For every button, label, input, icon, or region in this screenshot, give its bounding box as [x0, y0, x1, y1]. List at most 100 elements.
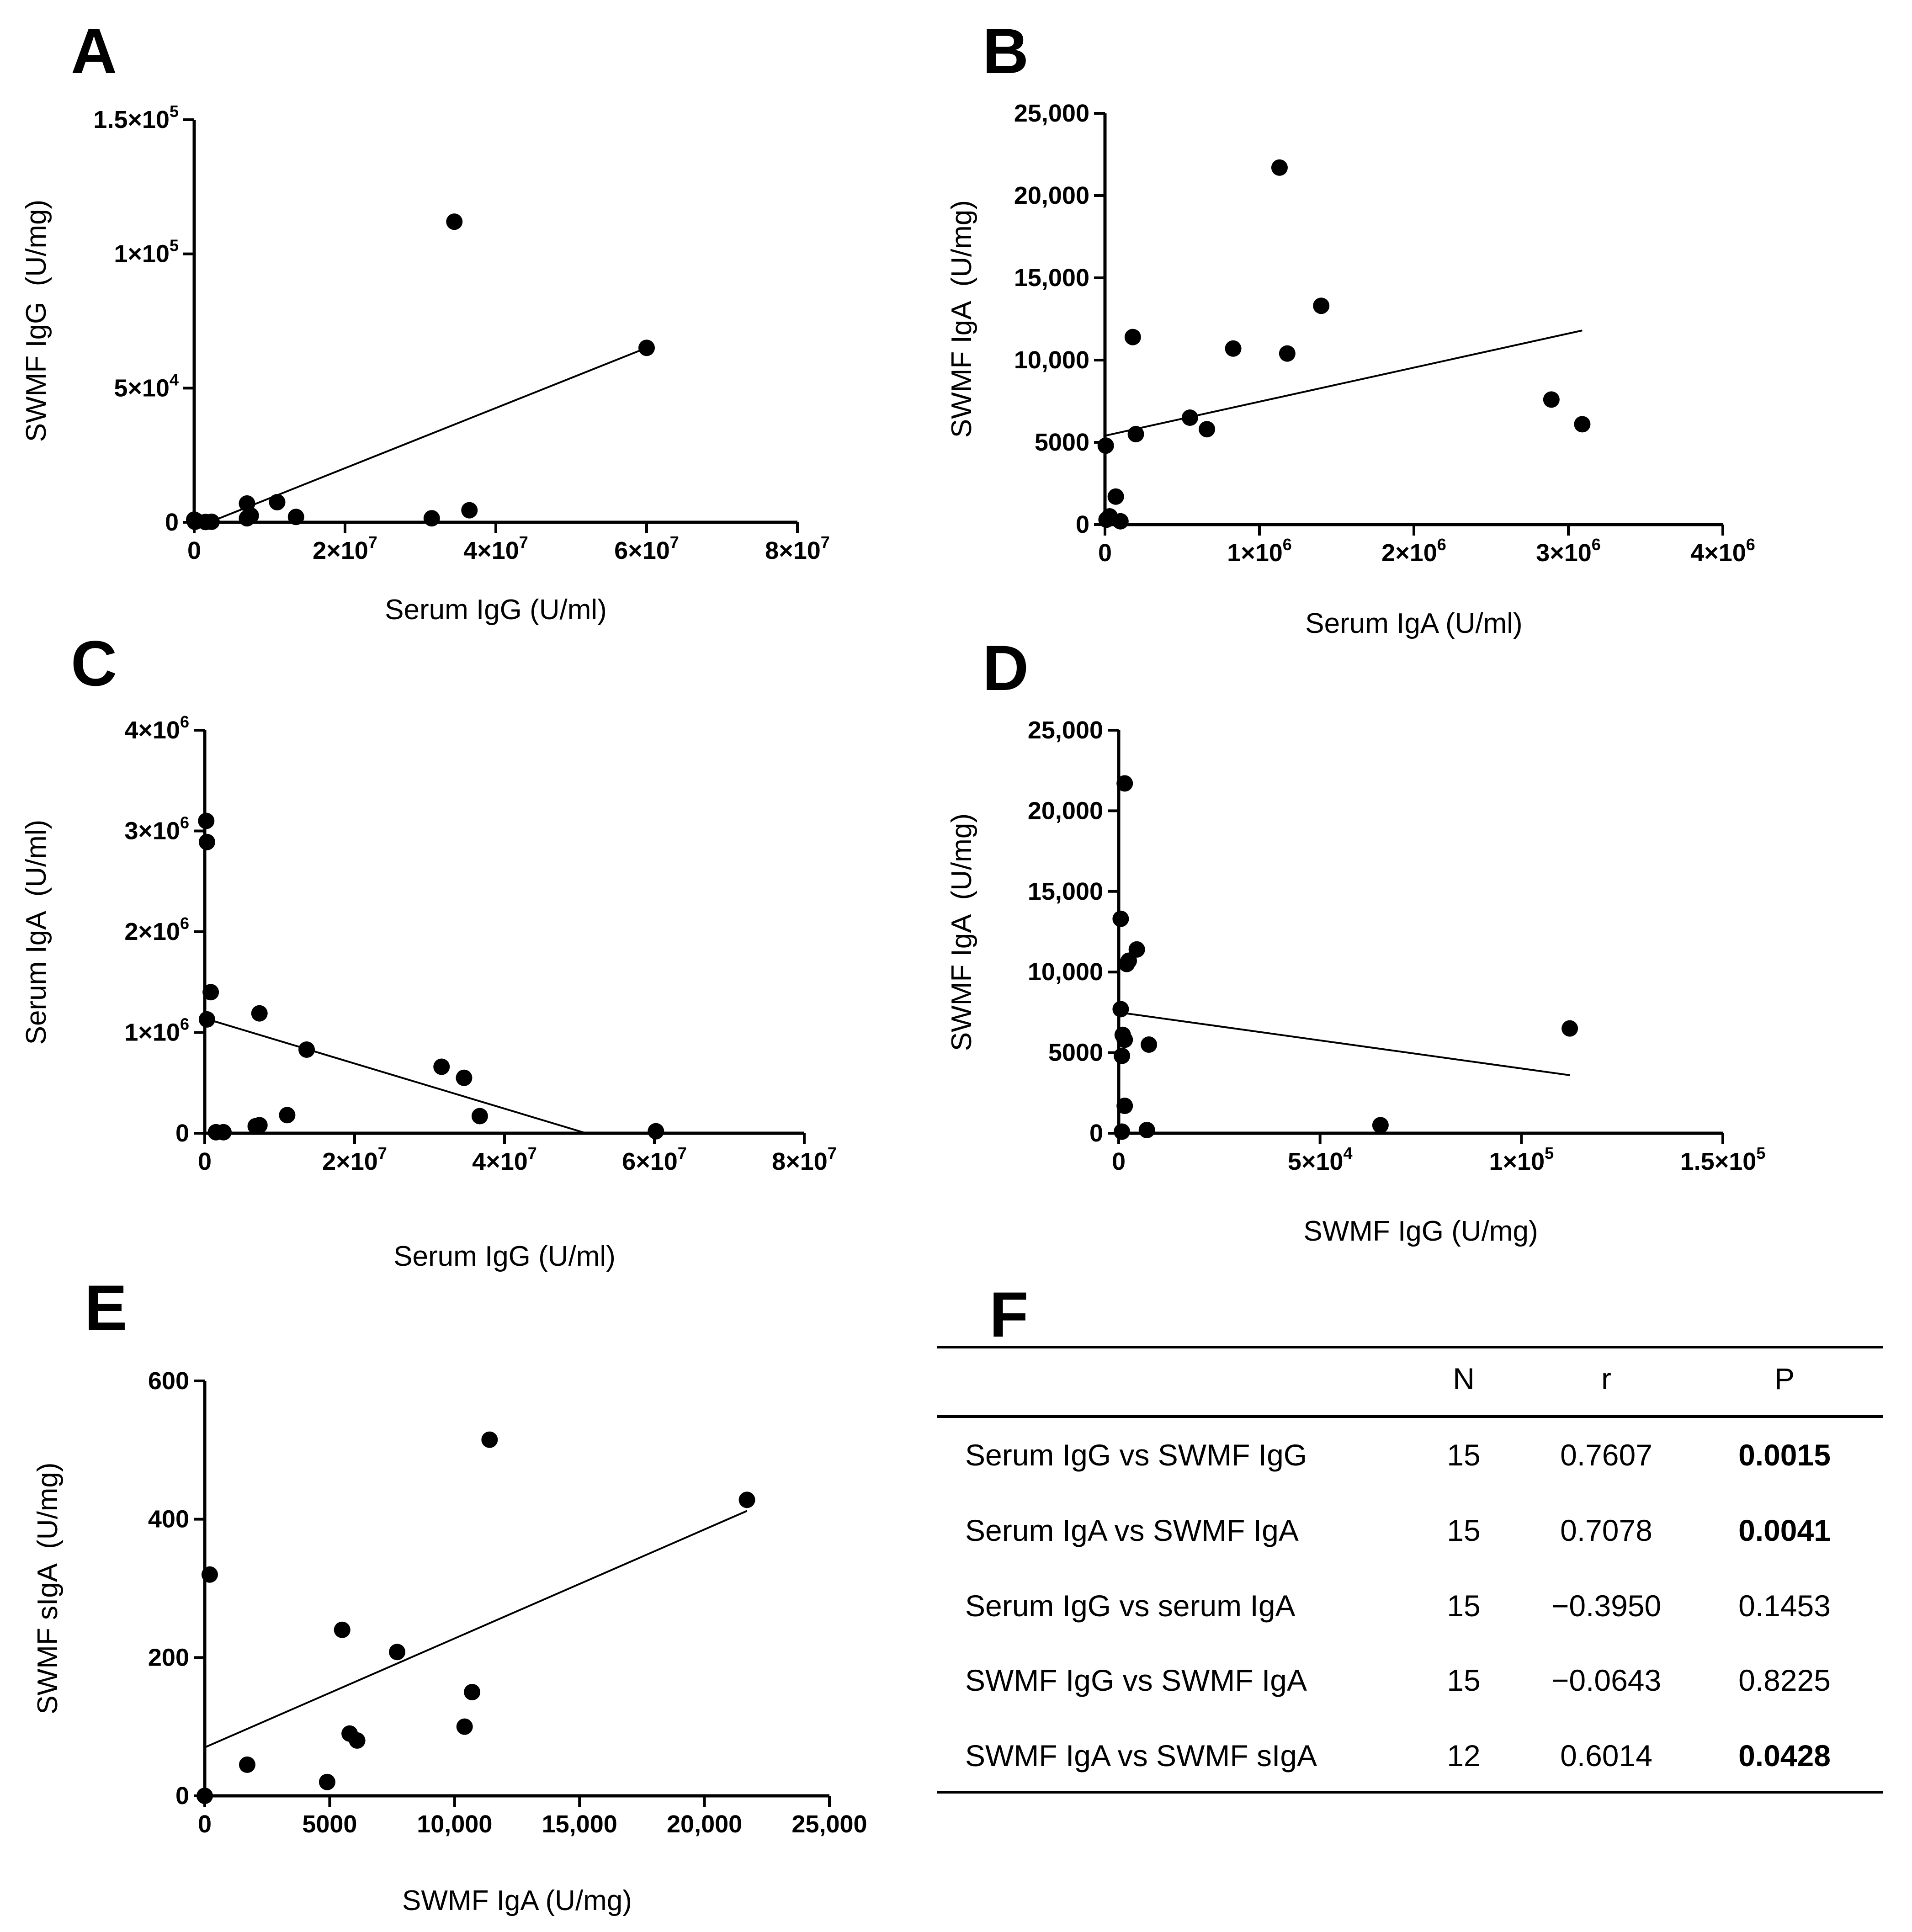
- data-point: [471, 1108, 488, 1125]
- data-point: [1124, 329, 1141, 345]
- x-tick-label-4: 4×106: [1690, 535, 1755, 567]
- x-tick-label-2: 10,000: [417, 1810, 492, 1838]
- row-label: Serum IgG vs serum IgA: [965, 1589, 1296, 1623]
- row-label: SWMF IgA vs SWMF sIgA: [965, 1739, 1317, 1773]
- x-tick-label-4: 8×107: [772, 1144, 837, 1175]
- regression-line: [204, 1017, 587, 1134]
- y-tick-label-2: 10,000: [1014, 346, 1089, 374]
- row-n: 15: [1447, 1663, 1480, 1697]
- y-axis-title: Serum IgA (U/ml): [21, 820, 52, 1045]
- row-p: 0.0428: [1738, 1739, 1831, 1773]
- y-tick-label-2: 2×106: [124, 914, 189, 945]
- data-point: [1116, 1031, 1133, 1048]
- x-tick-label-1: 2×107: [313, 533, 377, 564]
- panel-letter: A: [71, 15, 117, 87]
- panel-c: C 0 2×107 4×107 6×107 8×107 0 1×106 2×106 3×106 4×…: [21, 627, 837, 1272]
- y-axis-title: SWMF IgA (U/mg): [946, 200, 977, 438]
- y-tick-label-0: 0: [165, 509, 179, 536]
- y-tick-label-1: 200: [148, 1644, 189, 1671]
- data-point: [389, 1644, 406, 1661]
- y-tick-label-4: 20,000: [1014, 182, 1089, 209]
- x-axis-title: Serum IgA (U/ml): [1305, 608, 1522, 639]
- panel-letter: F: [989, 1279, 1029, 1350]
- data-point: [433, 1058, 450, 1075]
- row-p: 0.0015: [1738, 1438, 1831, 1472]
- x-axis-title: Serum IgG (U/ml): [393, 1241, 616, 1272]
- data-point: [1116, 775, 1133, 792]
- x-tick-label-1: 2×107: [322, 1144, 387, 1175]
- panel-d: D 0 5×104 1×105 1.5×105 0 5000 10,000 15,000 20,0…: [946, 632, 1765, 1247]
- data-point: [1561, 1020, 1578, 1037]
- data-point: [319, 1773, 335, 1790]
- x-tick-label-2: 4×107: [472, 1144, 537, 1175]
- table-row: SWMF IgG vs SWMF IgA 15 −0.0643 0.8225: [965, 1663, 1831, 1697]
- row-r: 0.7078: [1560, 1513, 1652, 1547]
- x-tick-label-3: 15,000: [542, 1810, 617, 1838]
- data-point: [1112, 513, 1129, 530]
- data-point: [1114, 1123, 1131, 1140]
- data-point: [201, 1566, 218, 1583]
- data-point: [446, 213, 463, 230]
- x-tick-label-2: 2×106: [1381, 535, 1446, 567]
- panel-letter: C: [71, 627, 117, 699]
- data-point: [481, 1431, 498, 1448]
- data-point: [334, 1621, 351, 1638]
- data-point: [638, 340, 655, 356]
- data-point: [1279, 345, 1296, 362]
- data-point: [456, 1069, 473, 1086]
- y-axis-title: SWMF IgA (U/mg): [946, 813, 977, 1051]
- x-tick-label-0: 0: [198, 1148, 212, 1175]
- panel-a: A 0 2×107 4×107 6×107 8×107 0 5×104 1×105 1.5×105…: [21, 15, 830, 626]
- data-point: [1543, 391, 1560, 408]
- data-point: [1225, 340, 1242, 357]
- y-tick-label-0: 0: [175, 1120, 189, 1147]
- y-tick-label-2: 1×105: [114, 236, 179, 268]
- x-tick-label-1: 1×106: [1227, 535, 1292, 567]
- table-row: SWMF IgA vs SWMF sIgA 12 0.6014 0.0428: [965, 1739, 1831, 1773]
- row-label: Serum IgG vs SWMF IgG: [965, 1438, 1307, 1472]
- x-tick-label-0: 0: [1098, 539, 1112, 567]
- data-point: [287, 509, 304, 525]
- panel-b: B 0 1×106 2×106 3×106 4×106 0 5000 10,000 15,000 2…: [946, 15, 1755, 639]
- data-point: [239, 1756, 255, 1773]
- data-point: [279, 1107, 296, 1124]
- y-tick-label-4: 4×106: [124, 712, 189, 744]
- data-point: [1181, 409, 1198, 426]
- y-tick-label-3: 15,000: [1028, 878, 1103, 905]
- data-point: [456, 1718, 473, 1735]
- row-n: 15: [1447, 1438, 1480, 1472]
- x-tick-label-5: 25,000: [791, 1810, 867, 1838]
- x-tick-label-2: 1×105: [1489, 1144, 1554, 1175]
- table-row: Serum IgG vs serum IgA 15 −0.3950 0.1453: [965, 1589, 1831, 1623]
- panel-letter: E: [85, 1272, 127, 1343]
- y-tick-label-1: 5×104: [114, 370, 179, 402]
- data-point: [202, 984, 219, 1001]
- x-tick-label-4: 8×107: [765, 533, 830, 564]
- y-axis-title: SWMF sIgA (U/mg): [32, 1462, 64, 1714]
- y-tick-label-1: 5000: [1048, 1039, 1103, 1067]
- data-point: [349, 1732, 366, 1749]
- x-tick-label-4: 20,000: [667, 1810, 742, 1838]
- row-n: 15: [1447, 1513, 1480, 1547]
- table-row: Serum IgG vs SWMF IgG 15 0.7607 0.0015: [965, 1438, 1831, 1472]
- row-label: Serum IgA vs SWMF IgA: [965, 1513, 1299, 1547]
- row-p: 0.0041: [1738, 1513, 1831, 1547]
- y-tick-label-0: 0: [175, 1782, 189, 1810]
- data-point: [1127, 426, 1144, 442]
- regression-line: [204, 1510, 748, 1748]
- table-row: Serum IgA vs SWMF IgA 15 0.7078 0.0041: [965, 1513, 1831, 1547]
- data-point: [1114, 1047, 1131, 1064]
- y-tick-label-5: 25,000: [1028, 717, 1103, 744]
- y-tick-label-3: 3×106: [124, 813, 189, 845]
- panel-letter: D: [983, 632, 1029, 704]
- y-tick-label-5: 25,000: [1014, 100, 1089, 127]
- data-point: [198, 1011, 215, 1028]
- data-point: [461, 502, 478, 519]
- data-point: [1574, 416, 1591, 433]
- row-label: SWMF IgG vs SWMF IgA: [965, 1663, 1307, 1697]
- x-tick-label-3: 6×107: [622, 1144, 687, 1175]
- data-point: [242, 507, 259, 524]
- x-tick-label-0: 0: [187, 537, 201, 564]
- data-point: [1138, 1121, 1155, 1138]
